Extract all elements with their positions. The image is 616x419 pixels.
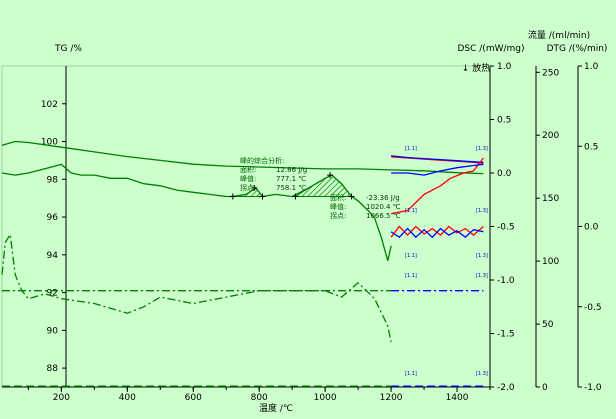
flow-tick-label: 50 (542, 320, 554, 330)
flow-axis-label: 流量 /(ml/min) (528, 29, 590, 41)
annotation-label: 面积: (240, 165, 256, 174)
annotation-value: -23.36 J/g (366, 194, 400, 202)
tg-tick-label: 98 (47, 175, 59, 185)
exo-direction-label: ↓ 放热 (462, 62, 490, 74)
x-axis-label: 温度 /℃ (259, 402, 293, 414)
flow-tick-label: 150 (542, 194, 559, 204)
series-flow-blue (391, 155, 484, 163)
tg-tick-label: 100 (41, 138, 58, 148)
x-tick-label: 1000 (314, 393, 337, 403)
annotation-label: 峰值: (240, 174, 256, 183)
tg-tick-label: 88 (47, 364, 59, 374)
dsc-tick-label: -1.5 (497, 330, 515, 340)
dtg-axis: 1.0 0.5 0.0 -0.5 -1.0 (577, 62, 602, 393)
flow-tick-label: 0 (542, 383, 548, 393)
x-tick-label: 800 (251, 393, 268, 403)
flow-tick-label: 200 (542, 131, 559, 141)
flow-tick-label: 250 (542, 68, 559, 78)
annotation-value: 1066.5 ℃ (366, 212, 401, 220)
segment-marker-start: [1.1] (405, 146, 417, 152)
peak-marker (327, 172, 334, 179)
x-tick-label: 600 (185, 393, 202, 403)
annotation-value: 12.86 J/g (276, 166, 307, 174)
dsc-axis-label: DSC /(mW/mg) (457, 44, 524, 54)
dtg-tick-label: 1.0 (584, 62, 599, 72)
annotation-value: 1020.4 ℃ (366, 203, 401, 211)
tg-tick-label: 94 (47, 251, 59, 261)
segment-marker-end: [1.3] (476, 253, 488, 259)
annotation-value: 777.1 ℃ (276, 175, 306, 183)
series-dsc-red-end (390, 157, 484, 215)
annotation-label: 拐点: (240, 183, 256, 192)
dsc-tick-label: -0.5 (497, 223, 515, 233)
peak-marker (348, 193, 355, 200)
dsc-tick-label: 1.0 (497, 62, 512, 72)
series-dtg-blue-end (390, 227, 484, 239)
segment-markers: [1.1] [1.3] [1.1] [1.3] [1.1] [1.3] [1.1] [1.3]… (405, 146, 488, 377)
tg-axis: 88 90 92 94 96 98 100 102 (41, 66, 67, 387)
peak-marker (292, 193, 299, 200)
tg-axis-label: TG /% (54, 44, 82, 54)
series-dtg-red-end (390, 225, 484, 238)
flow-tick-label: 100 (542, 257, 559, 267)
x-tick-label: 400 (119, 393, 136, 403)
series-layer (1, 140, 484, 387)
x-tick-label: 200 (53, 393, 70, 403)
segment-marker-end: [1.3] (476, 208, 488, 214)
peak-marker (251, 184, 258, 191)
segment-marker-start: [1.1] (405, 273, 417, 279)
x-tick-label: 1400 (446, 393, 469, 403)
annotation-label: 峰的综合分析: (240, 156, 284, 165)
series-dtg (1, 232, 392, 343)
series-dsc-blue-end (391, 163, 484, 176)
dsc-tick-label: 0.5 (497, 116, 511, 126)
annotation-label: 峰值: (330, 202, 346, 211)
segment-marker-end: [1.3] (476, 146, 488, 152)
dsc-tick-label: -1.0 (497, 276, 515, 286)
dtg-axis-label: DTG /(%/min) (547, 44, 608, 54)
segment-marker-start: [1.1] (405, 208, 417, 214)
dsc-tick-label: 0.0 (497, 169, 512, 179)
tg-tick-label: 102 (41, 100, 58, 110)
segment-marker-end: [1.3] (476, 371, 488, 377)
tg-tick-label: 92 (47, 289, 58, 299)
x-axis: 200 400 600 800 1000 1200 1400 (2, 386, 491, 403)
peak-marker (259, 193, 266, 200)
tg-tick-label: 90 (47, 326, 59, 336)
segment-marker-start: [1.1] (405, 371, 417, 377)
dsc-tick-label: -2.0 (497, 383, 515, 393)
dtg-tick-label: -1.0 (584, 383, 602, 393)
dtg-tick-label: 0.5 (584, 142, 598, 152)
segment-marker-start: [1.1] (405, 253, 417, 259)
annotation-label: 面积: (330, 193, 346, 202)
dsc-axis: 1.0 0.5 0.0 -0.5 -1.0 -1.5 -2.0 (489, 62, 515, 393)
dtg-tick-label: 0.0 (584, 223, 599, 233)
peak-marker (229, 193, 236, 200)
series-tg (1, 140, 484, 175)
flow-axis: 0 50 100 150 200 250 (535, 66, 559, 393)
x-tick-label: 1200 (380, 393, 403, 403)
annotation-label: 拐点: (330, 211, 346, 220)
tg-tick-label: 96 (47, 213, 59, 223)
segment-marker-end: [1.3] (476, 273, 488, 279)
dtg-tick-label: -0.5 (584, 303, 602, 313)
peak-markers (229, 172, 355, 200)
peak-annotations: 峰的综合分析:面积: 12.86 J/g峰值: 777.1 ℃拐点: 758.1 ℃面… (240, 156, 401, 220)
annotation-value: 758.1 ℃ (276, 184, 306, 192)
